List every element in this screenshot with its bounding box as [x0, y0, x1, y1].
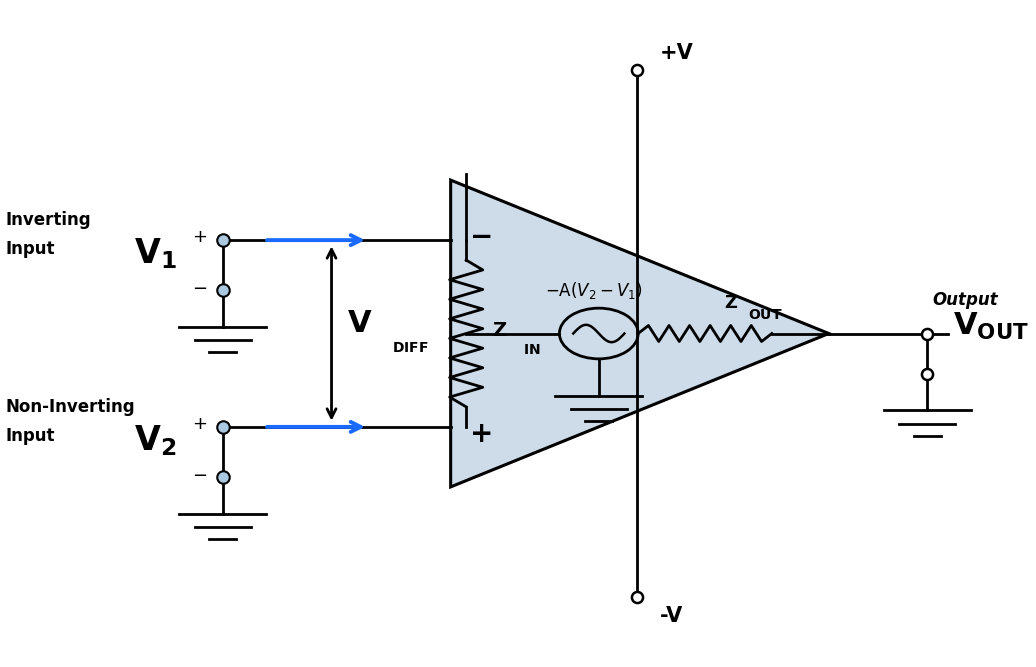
Text: Inverting: Inverting [5, 211, 91, 229]
Polygon shape [451, 180, 829, 487]
Text: Input: Input [5, 427, 55, 444]
Text: +: + [193, 228, 207, 245]
Text: $\mathbf{IN}$: $\mathbf{IN}$ [523, 344, 541, 357]
Text: $\mathbf{-}$: $\mathbf{-}$ [469, 221, 492, 249]
Text: Input: Input [5, 240, 55, 257]
Text: $\mathbf{V_2}$: $\mathbf{V_2}$ [135, 423, 176, 458]
Text: $-$: $-$ [192, 465, 207, 482]
Text: -V: -V [660, 606, 683, 626]
Text: $-\mathrm{A}(V_2 - V_1)$: $-\mathrm{A}(V_2 - V_1)$ [545, 279, 642, 301]
Text: $\mathbf{OUT}$: $\mathbf{OUT}$ [748, 308, 782, 321]
Text: $\mathbf{V}$: $\mathbf{V}$ [347, 309, 373, 338]
Text: $\mathbf{Z}$: $\mathbf{Z}$ [724, 295, 738, 312]
Text: +: + [193, 415, 207, 432]
Text: $-$: $-$ [192, 278, 207, 295]
Text: $\mathbf{DIFF}$: $\mathbf{DIFF}$ [392, 342, 428, 355]
Text: $\mathbf{V_1}$: $\mathbf{V_1}$ [134, 236, 177, 271]
Text: +V: +V [660, 43, 694, 63]
Text: $\mathbf{+}$: $\mathbf{+}$ [469, 420, 492, 448]
Text: Non-Inverting: Non-Inverting [5, 398, 135, 416]
Text: $\mathbf{Z}$: $\mathbf{Z}$ [492, 321, 508, 340]
Text: $\mathbf{V_{OUT}}$: $\mathbf{V_{OUT}}$ [953, 311, 1029, 342]
Text: Output: Output [932, 291, 998, 309]
